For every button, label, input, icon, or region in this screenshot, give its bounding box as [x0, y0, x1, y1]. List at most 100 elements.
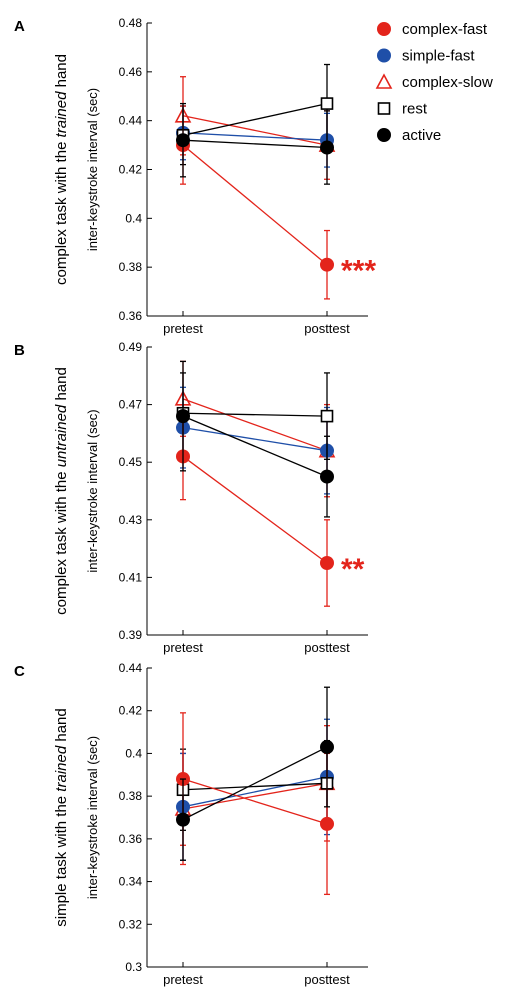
- series-rest: [176, 63, 334, 166]
- series-complex-slow: [174, 725, 336, 866]
- y-tick-label: 0.4: [125, 211, 142, 225]
- series-complex-slow: [174, 76, 336, 180]
- legend-label: simple-fast: [402, 48, 475, 65]
- legend-label: active: [402, 127, 441, 144]
- series-line: [182, 415, 328, 478]
- data-point: [176, 409, 190, 424]
- x-tick-label: posttest: [304, 972, 350, 987]
- series-complex-slow: [174, 360, 336, 498]
- row-title-part: hand: [53, 54, 70, 92]
- series-simple-fast: [176, 105, 334, 168]
- legend-item-active: active: [377, 127, 441, 144]
- legend-marker: [375, 73, 393, 89]
- series-line: [182, 455, 328, 564]
- series-active: [176, 360, 334, 518]
- y-tick-label: 0.48: [119, 16, 143, 30]
- y-tick-label: 0.44: [119, 114, 143, 128]
- legend-item-complex-slow: complex-slow: [375, 73, 493, 91]
- y-tick-label: 0.36: [119, 309, 143, 323]
- y-tick-label: 0.47: [119, 398, 143, 412]
- series-active: [176, 102, 334, 185]
- row-title-part: complex task with the: [53, 467, 70, 615]
- x-tick-label: posttest: [304, 640, 350, 655]
- series-line: [182, 782, 328, 810]
- legend-item-rest: rest: [377, 101, 428, 118]
- y-tick-label: 0.32: [119, 917, 143, 931]
- y-tick-label: 0.41: [119, 570, 143, 584]
- series-line: [182, 115, 328, 146]
- series-complex-fast: [176, 412, 334, 607]
- data-point: [320, 469, 334, 484]
- data-point: [320, 740, 334, 755]
- data-point: [320, 816, 334, 831]
- data-point: [320, 409, 334, 423]
- series-line: [182, 102, 328, 136]
- legend-marker: [377, 48, 391, 63]
- series-line: [182, 139, 328, 149]
- legend: complex-fast simple-fast complex-slow rest a…: [375, 21, 493, 144]
- series-line: [182, 782, 328, 791]
- data-point: [176, 133, 190, 148]
- legend-marker: [377, 128, 391, 142]
- y-tick-label: 0.38: [119, 789, 143, 803]
- panel-letter: C: [14, 663, 25, 680]
- y-axis-label: inter-keystroke interval (sec): [85, 736, 100, 899]
- series-line: [182, 776, 328, 808]
- significance-marker: ***: [341, 255, 376, 288]
- y-tick-label: 0.36: [119, 832, 143, 846]
- panel-letter: B: [14, 342, 25, 359]
- y-tick-label: 0.34: [119, 875, 143, 889]
- y-tick-label: 0.4: [125, 746, 142, 760]
- y-axis-label: inter-keystroke interval (sec): [85, 88, 100, 251]
- row-title-emphasis: untrained: [53, 404, 70, 467]
- row-title-part: hand: [53, 708, 70, 746]
- series-simple-fast: [176, 718, 334, 861]
- y-tick-label: 0.39: [119, 628, 143, 642]
- series-active: [176, 686, 334, 861]
- data-point: [176, 812, 190, 827]
- data-point: [320, 140, 334, 155]
- row-title-part: complex task with the: [53, 137, 70, 285]
- legend-item-simple-fast: simple-fast: [377, 48, 475, 65]
- series-rest: [176, 739, 334, 831]
- significance-marker: **: [341, 553, 365, 586]
- y-tick-label: 0.38: [119, 260, 143, 274]
- legend-marker: [377, 102, 391, 115]
- data-point: [320, 97, 334, 110]
- series-line: [182, 778, 328, 825]
- row-title: complex task with the untrained hand: [53, 367, 70, 615]
- panel-letter: A: [14, 18, 25, 35]
- series-line: [182, 398, 328, 452]
- row-title-part: simple task with the: [53, 792, 70, 927]
- series-complex-fast: [176, 105, 334, 300]
- y-tick-label: 0.46: [119, 65, 143, 79]
- series-line: [182, 746, 328, 821]
- y-tick-label: 0.43: [119, 513, 143, 527]
- series-simple-fast: [176, 386, 334, 495]
- x-tick-label: posttest: [304, 321, 350, 336]
- y-tick-label: 0.49: [119, 340, 143, 354]
- y-axis-label: inter-keystroke interval (sec): [85, 409, 100, 572]
- y-tick-label: 0.3: [125, 960, 142, 974]
- legend-label: complex-fast: [402, 21, 488, 38]
- series-line: [182, 412, 328, 417]
- legend-marker: [377, 22, 391, 36]
- x-tick-label: pretest: [163, 640, 203, 655]
- series-line: [182, 132, 328, 141]
- row-title: simple task with the trained hand: [53, 708, 70, 926]
- row-title: complex task with the trained hand: [53, 54, 70, 285]
- series-line: [182, 426, 328, 452]
- row-title-emphasis: trained: [53, 745, 70, 792]
- series-line: [182, 144, 328, 266]
- row-title-emphasis: trained: [53, 91, 70, 138]
- y-tick-label: 0.42: [119, 704, 143, 718]
- legend-label: complex-slow: [402, 74, 493, 91]
- y-tick-label: 0.42: [119, 163, 143, 177]
- legend-label: rest: [402, 101, 428, 118]
- data-point: [320, 556, 334, 570]
